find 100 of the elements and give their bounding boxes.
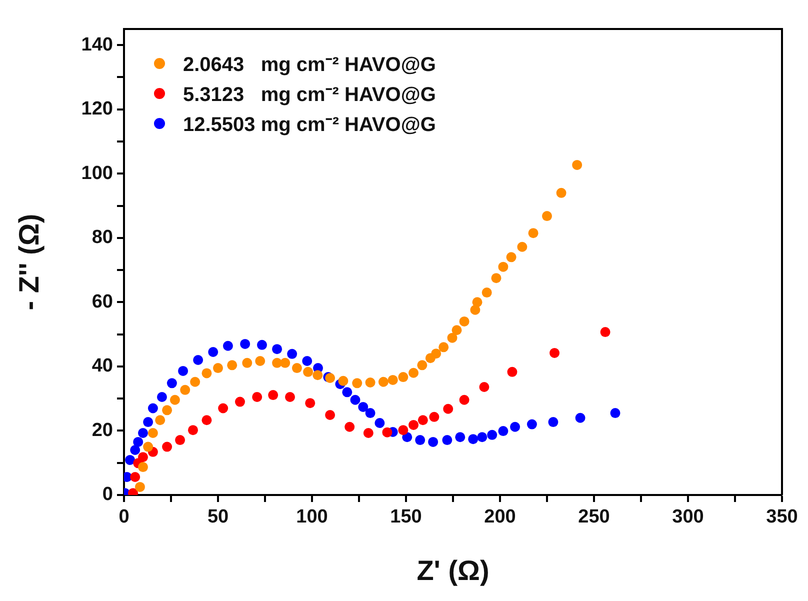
- point: [156, 392, 167, 402]
- point: [498, 426, 508, 436]
- point: [350, 394, 360, 405]
- point: [138, 452, 148, 462]
- point: [190, 376, 200, 387]
- point: [256, 340, 267, 350]
- point: [302, 356, 312, 366]
- point: [548, 417, 558, 428]
- point: [325, 410, 336, 420]
- point: [305, 398, 316, 408]
- point: [517, 242, 528, 252]
- point: [408, 420, 419, 430]
- point: [255, 356, 266, 366]
- y-tick-label: 140: [81, 34, 113, 56]
- x-tick-label: 150: [390, 506, 422, 528]
- point: [148, 428, 158, 438]
- point: [388, 374, 398, 385]
- x-tick-label: 250: [578, 506, 610, 528]
- point: [447, 332, 458, 343]
- point: [417, 360, 428, 370]
- point: [240, 338, 250, 349]
- point: [222, 340, 233, 351]
- point: [162, 405, 172, 416]
- y-tick-label: 60: [92, 291, 113, 312]
- point: [415, 435, 426, 446]
- point: [175, 435, 186, 446]
- y-tick-label: 120: [81, 98, 113, 120]
- point: [378, 376, 388, 387]
- point: [193, 355, 204, 366]
- point: [268, 390, 278, 400]
- point: [338, 376, 348, 386]
- y-tick-label: 100: [81, 162, 113, 184]
- point: [280, 358, 290, 368]
- point: [188, 425, 198, 436]
- point: [498, 262, 508, 272]
- point: [143, 417, 154, 428]
- legend-label: 12.5503 mg cm⁻² HAVO@G: [183, 112, 436, 136]
- x-tick-label: 50: [207, 506, 229, 528]
- point: [178, 366, 188, 376]
- point: [477, 432, 488, 442]
- point: [442, 435, 452, 446]
- point: [510, 422, 520, 432]
- point: [365, 378, 376, 388]
- point: [133, 436, 144, 447]
- point: [468, 434, 478, 444]
- point: [600, 327, 610, 338]
- point: [428, 436, 438, 447]
- point: [292, 363, 302, 374]
- point: [202, 368, 212, 378]
- point: [429, 412, 440, 422]
- point: [550, 348, 560, 358]
- point: [363, 428, 374, 438]
- point: [491, 273, 502, 284]
- point: [479, 382, 490, 392]
- point: [312, 370, 323, 380]
- point: [431, 348, 442, 359]
- point: [556, 188, 566, 198]
- point: [342, 387, 352, 398]
- point: [610, 408, 620, 418]
- point: [507, 366, 518, 377]
- point: [242, 358, 252, 368]
- point: [506, 252, 516, 262]
- point: [452, 325, 462, 336]
- point: [227, 360, 238, 370]
- point: [287, 348, 298, 359]
- point: [155, 415, 166, 426]
- point: [528, 228, 538, 238]
- point: [352, 378, 362, 388]
- point: [170, 394, 180, 405]
- x-tick-label: 0: [118, 506, 130, 528]
- point: [303, 366, 314, 377]
- point: [166, 378, 177, 388]
- point: [382, 427, 392, 438]
- x-tick-label: 350: [766, 506, 798, 528]
- x-tick-label: 300: [672, 506, 704, 528]
- y-tick-label: 80: [92, 227, 113, 248]
- point: [487, 430, 498, 440]
- point: [252, 392, 262, 402]
- point: [130, 472, 140, 482]
- point: [180, 384, 190, 395]
- x-axis-title: Z' (Ω): [416, 554, 490, 586]
- legend-label: 5.3123 mg cm⁻² HAVO@G: [183, 82, 436, 106]
- point: [455, 432, 466, 442]
- point: [234, 396, 245, 407]
- point: [526, 419, 537, 430]
- point: [542, 211, 552, 222]
- point: [202, 415, 212, 426]
- point: [398, 372, 408, 382]
- point: [138, 428, 148, 438]
- point: [138, 462, 148, 472]
- point: [218, 403, 228, 414]
- point: [365, 408, 376, 418]
- y-tick-label: 20: [92, 420, 113, 441]
- point: [344, 422, 355, 432]
- point: [213, 363, 223, 374]
- point: [358, 402, 368, 412]
- point: [162, 442, 172, 452]
- point: [143, 442, 154, 452]
- point: [418, 415, 428, 426]
- legend-label: 2.0643 mg cm⁻² HAVO@G: [183, 52, 436, 76]
